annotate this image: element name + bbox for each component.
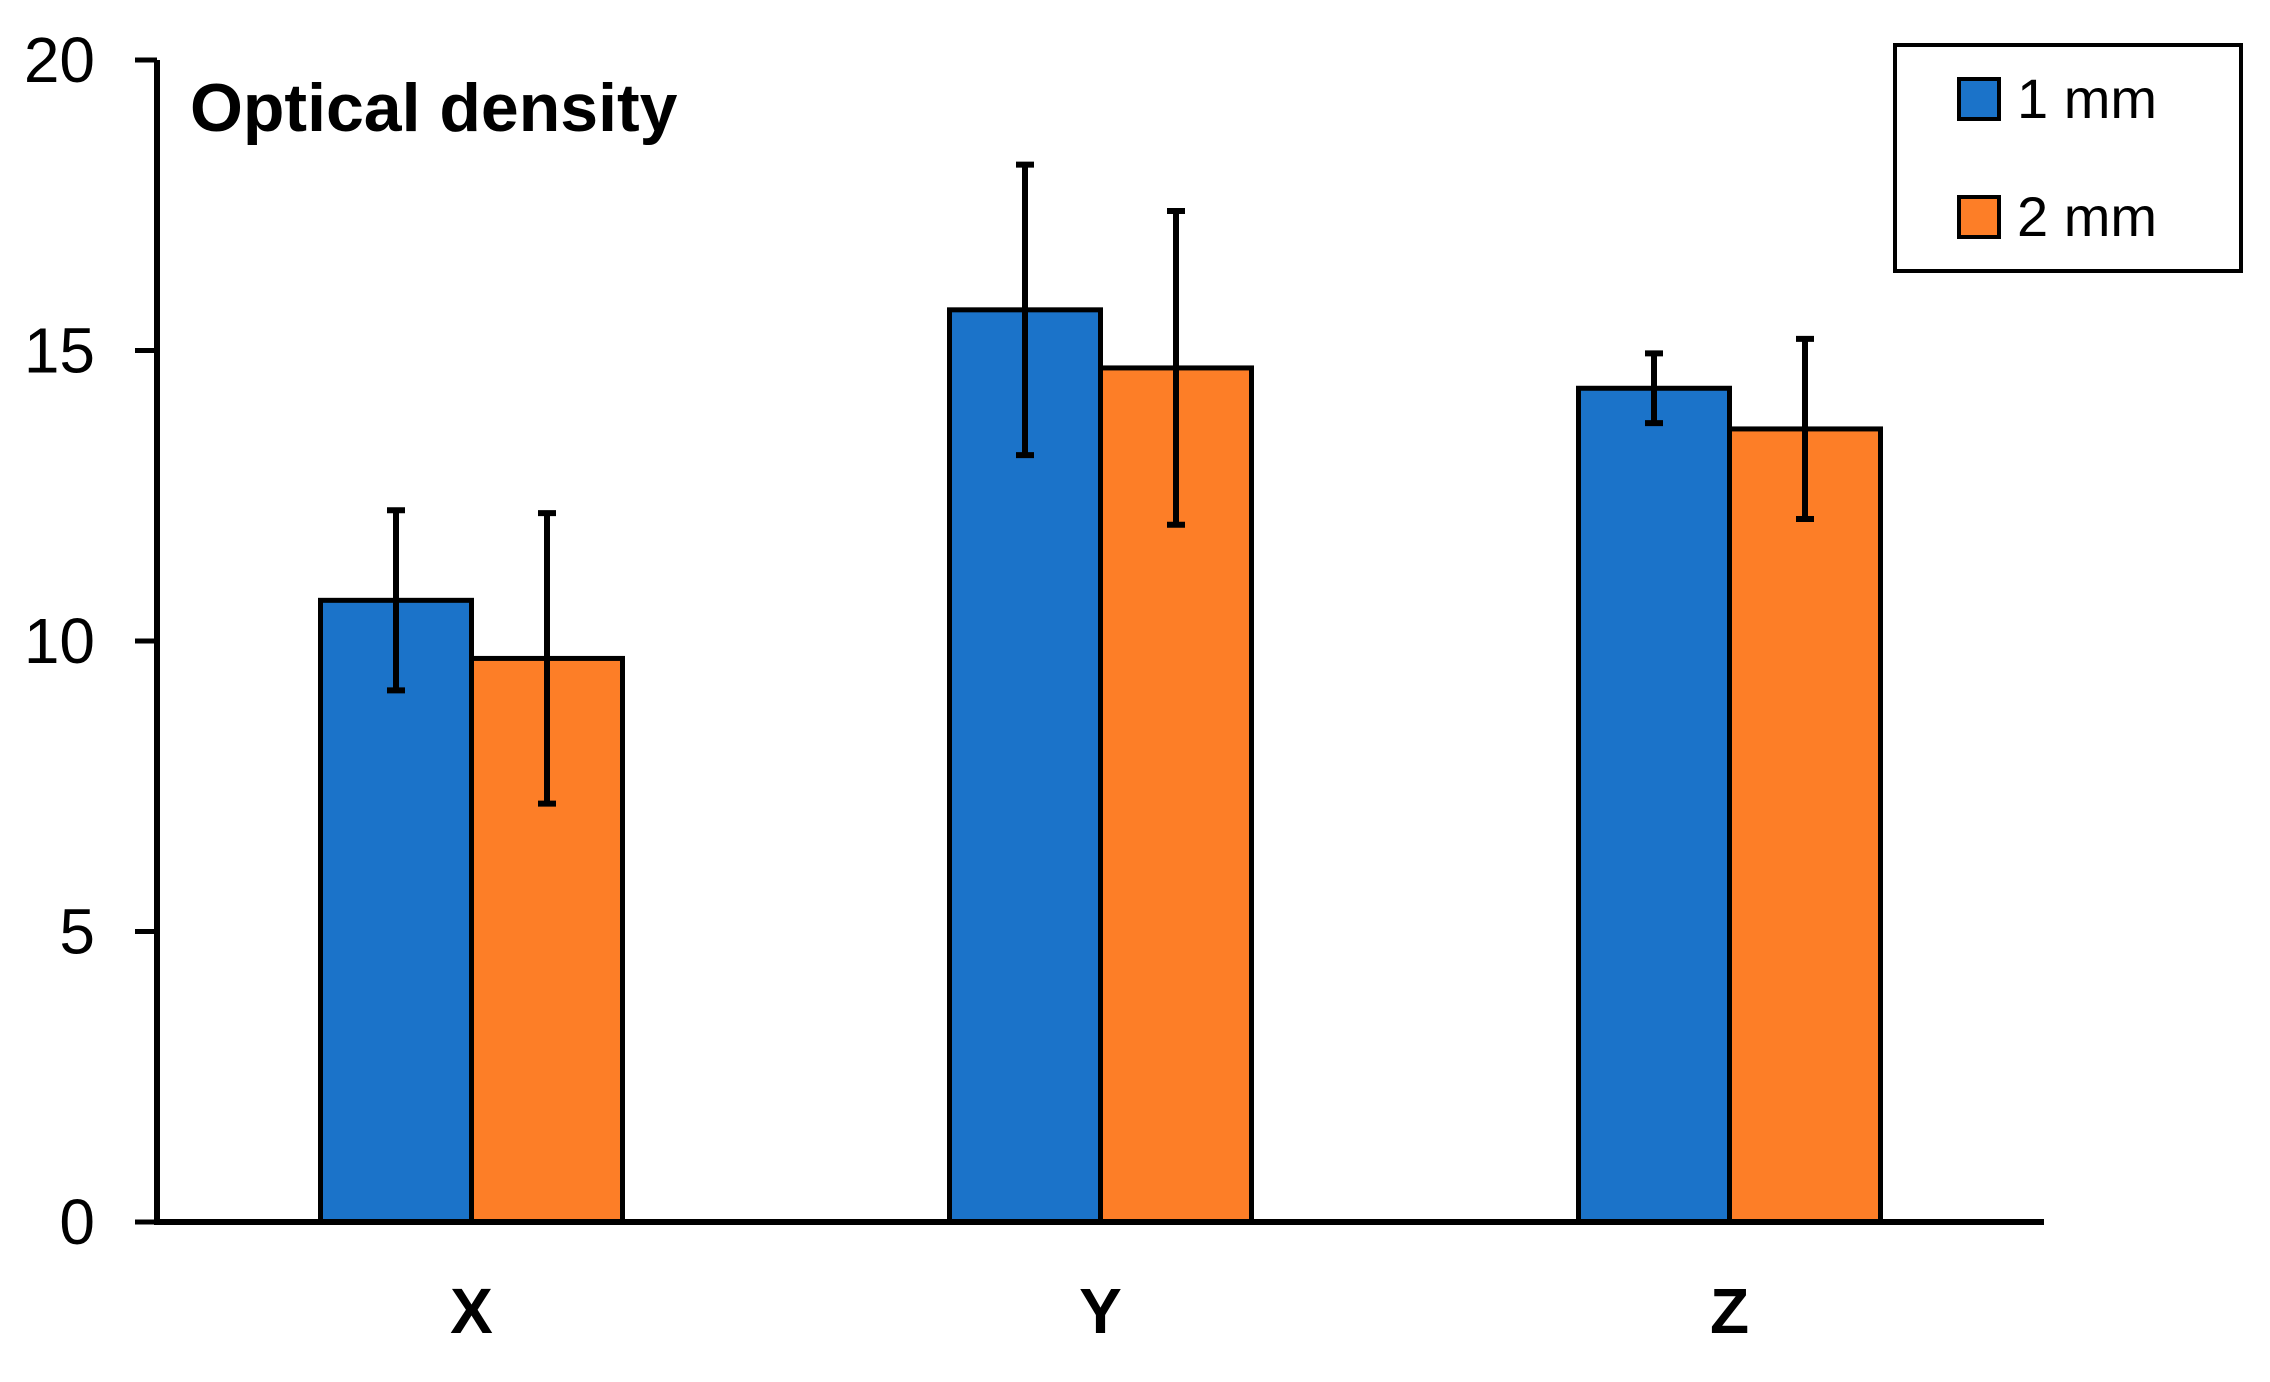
legend-swatch-1mm: [1957, 77, 2001, 121]
y-tick-label-20: 20: [24, 24, 95, 96]
category-label-Y: Y: [1079, 1275, 1122, 1347]
error-bar-Y-2mm: [1167, 208, 1185, 528]
y-tick-label-5: 5: [59, 896, 95, 968]
error-bar-Z-1mm: [1645, 350, 1663, 427]
legend-label-1mm: 1 mm: [2017, 67, 2157, 130]
error-bar-X-1mm: [387, 507, 405, 694]
legend-item-1mm: 1 mm: [1957, 71, 2239, 127]
legend-label-2mm: 2 mm: [2017, 185, 2157, 248]
error-bar-Z-2mm: [1796, 335, 1814, 522]
category-label-Z: Z: [1710, 1275, 1749, 1347]
bar-Z-1mm: [1576, 385, 1732, 1225]
y-tick-label-15: 15: [24, 315, 95, 387]
legend-item-2mm: 2 mm: [1957, 189, 2239, 245]
bar-X-1mm: [318, 597, 474, 1225]
category-label-X: X: [450, 1275, 493, 1347]
error-bar-Y-1mm: [1016, 161, 1034, 459]
error-bar-X-2mm: [538, 510, 556, 807]
legend-box: 1 mm 2 mm: [1893, 43, 2243, 273]
bar-Z-2mm: [1727, 426, 1883, 1225]
y-tick-label-0: 0: [59, 1186, 95, 1258]
chart-title: Optical density: [190, 70, 678, 146]
y-tick-label-10: 10: [24, 605, 95, 677]
legend-swatch-2mm: [1957, 195, 2001, 239]
